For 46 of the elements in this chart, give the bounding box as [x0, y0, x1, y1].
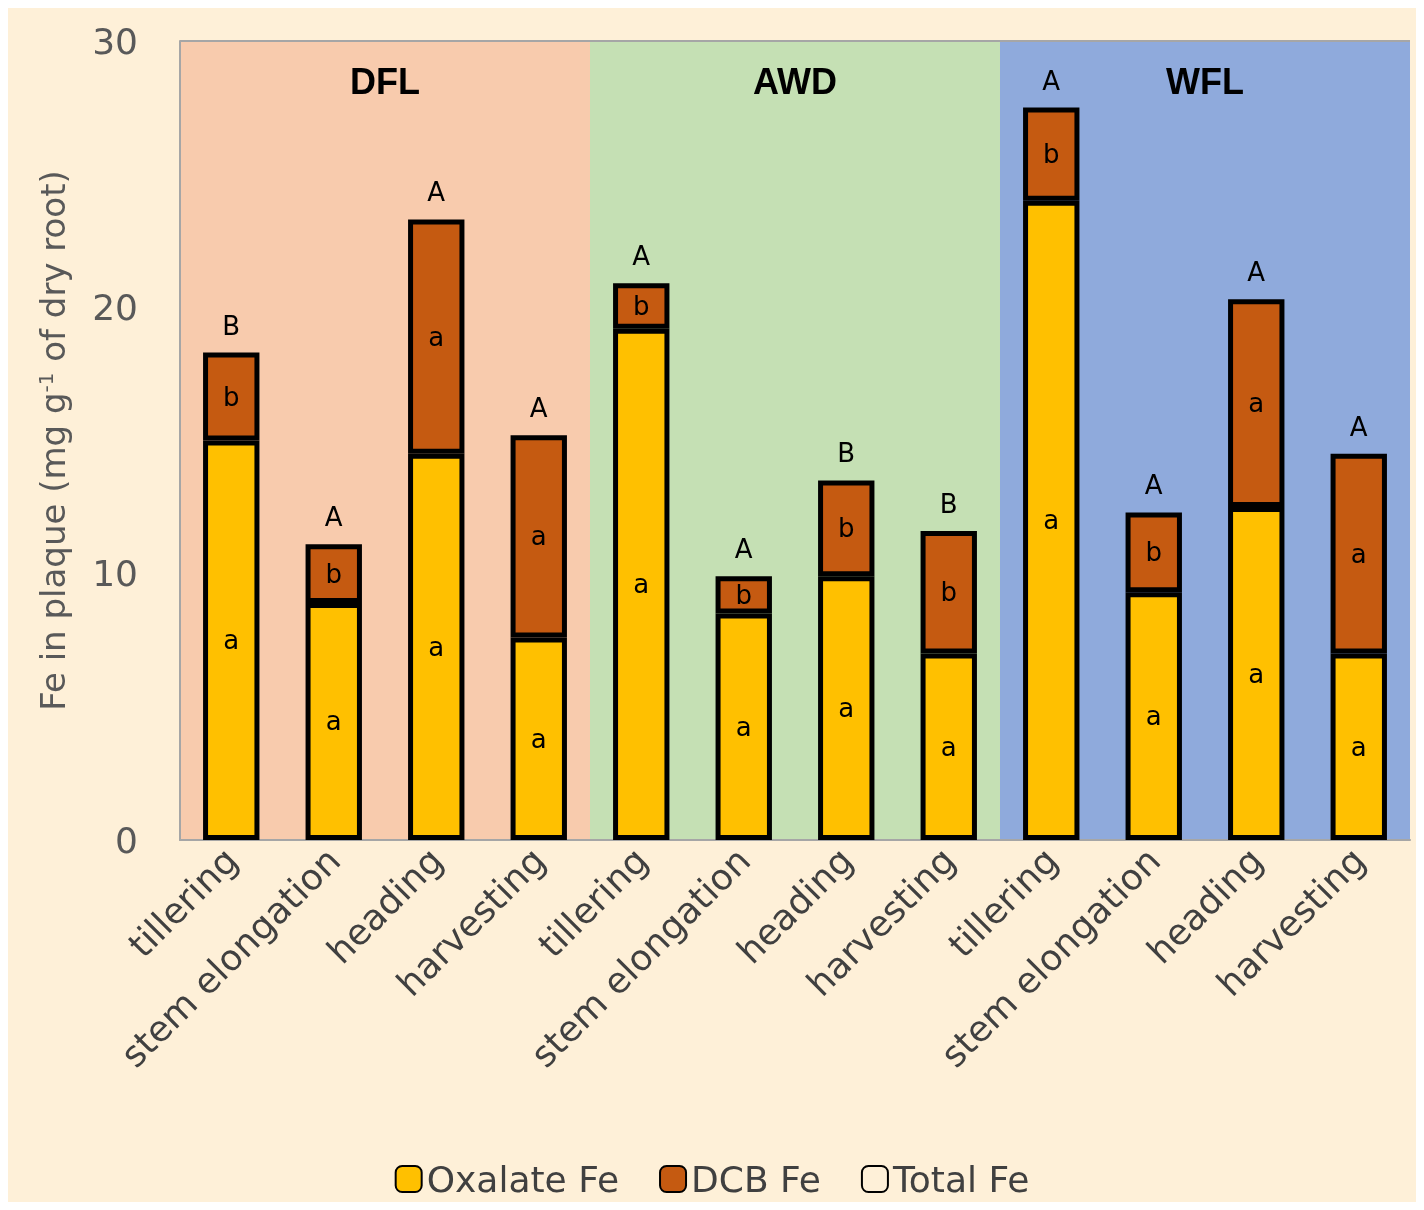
y-tick-label: 30: [92, 20, 138, 62]
data-label: a: [223, 625, 240, 656]
data-label: b: [735, 579, 753, 610]
total-label: A: [734, 534, 753, 565]
total-label: A: [529, 393, 548, 424]
data-label: a: [428, 321, 445, 352]
data-label: a: [530, 723, 547, 754]
data-label: b: [222, 381, 240, 412]
total-label: A: [1349, 411, 1368, 442]
total-label: A: [1042, 65, 1061, 96]
data-label: a: [735, 711, 752, 742]
total-label: A: [632, 241, 651, 272]
annotation: WFL: [1166, 60, 1244, 102]
data-label: a: [633, 569, 650, 600]
data-label: b: [325, 558, 343, 589]
legend-label: Total Fe: [891, 1158, 1030, 1200]
total-label: A: [427, 177, 446, 208]
annotation: DFL: [350, 60, 420, 102]
data-label: a: [1248, 388, 1265, 419]
total-label: B: [939, 489, 958, 520]
data-label: b: [1145, 537, 1163, 568]
data-label: a: [1145, 701, 1162, 732]
data-label: a: [1350, 538, 1367, 569]
legend-label: DCB Fe: [691, 1158, 821, 1200]
data-label: b: [632, 291, 650, 321]
data-label: b: [837, 513, 855, 544]
data-label: a: [838, 693, 855, 724]
y-tick-label: 10: [92, 553, 138, 595]
data-label: b: [1042, 139, 1060, 170]
y-tick-label: 20: [92, 286, 138, 328]
data-label: a: [1350, 731, 1367, 762]
annotation: AWD: [753, 60, 837, 102]
total-label: A: [1144, 470, 1163, 501]
y-axis-title: Fe in plaque (mg g-1 of dry root): [33, 170, 73, 711]
total-label: B: [837, 438, 856, 469]
total-label: A: [1247, 257, 1266, 288]
data-label: b: [940, 577, 958, 608]
data-label: a: [428, 631, 445, 662]
data-label: a: [325, 706, 342, 737]
data-label: a: [940, 731, 957, 762]
data-label: a: [530, 521, 547, 552]
data-label: a: [1043, 505, 1060, 536]
total-label: A: [324, 502, 343, 533]
data-label: a: [1248, 658, 1265, 689]
legend-label: Oxalate Fe: [426, 1158, 620, 1200]
total-label: B: [222, 310, 241, 341]
